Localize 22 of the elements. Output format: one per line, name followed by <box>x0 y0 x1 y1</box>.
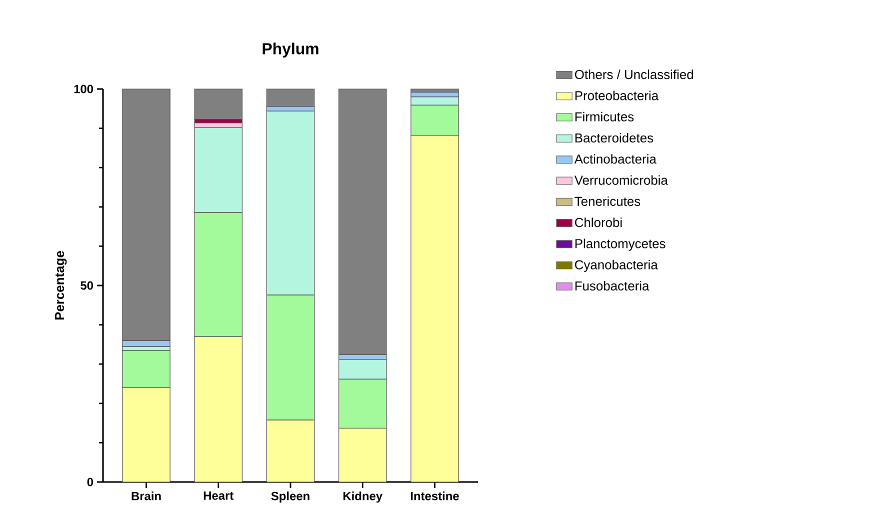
x-tick-label: Heart <box>204 492 234 500</box>
legend-label: Tenericutes <box>574 196 640 206</box>
legend-label: Proteobacteria <box>575 90 659 100</box>
legend-label: Firmicutes <box>575 112 634 122</box>
legend-label: Verrucomicrobia <box>574 175 668 185</box>
x-tick-label: Spleen <box>271 492 310 503</box>
legend-label: Fusobacteria <box>575 281 650 291</box>
legend-label: Bacteroidetes <box>575 133 654 143</box>
bar <box>194 88 242 120</box>
legend-label: Actinobacteria <box>574 154 656 164</box>
y-tick-label: 50 <box>80 281 94 290</box>
x-tick-label: Kidney <box>343 492 382 503</box>
legend-label: Chlorobi <box>575 218 622 228</box>
chart-title: Phylum <box>262 42 318 58</box>
legend-label: Cyanobacteria <box>575 260 658 272</box>
x-tick-label: Intestine <box>410 492 459 500</box>
y-tick-label: 0 <box>87 478 94 486</box>
x-tick-label: Brain <box>132 492 161 500</box>
legend-label: Others / Unclassified <box>574 70 694 80</box>
y-tick-label: 100 <box>74 84 94 94</box>
y-axis-title: Percentage <box>55 251 67 320</box>
legend-label: Planctomycetes <box>575 238 666 251</box>
